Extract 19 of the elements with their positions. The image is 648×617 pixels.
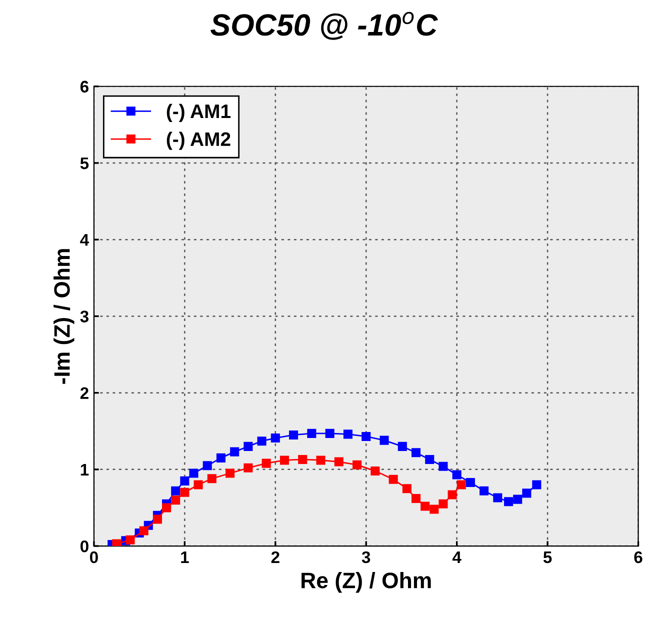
x-tick-label: 2 — [271, 551, 280, 563]
y-tick-label: 3 — [80, 310, 88, 322]
x-tick-label: 5 — [543, 552, 552, 564]
x-tick-label: 0 — [90, 551, 98, 564]
legend-label: (-) AM1 — [166, 104, 231, 122]
x-tick-label: 3 — [362, 551, 370, 564]
y-tick-label: 1 — [80, 464, 89, 476]
x-axis-title: Re (Z) / Ohm — [302, 572, 431, 593]
x-tick-label: 6 — [634, 551, 642, 564]
y-tick-label: 4 — [80, 234, 90, 246]
y-tick-label: 0 — [80, 540, 88, 552]
legend-label: (-) AM2 — [166, 132, 230, 150]
y-tick-label: 2 — [80, 387, 88, 399]
x-tick-label: 1 — [181, 552, 189, 563]
y-tick-label: 5 — [80, 158, 89, 170]
x-tick-label: 4 — [452, 552, 462, 563]
y-tick-label: 6 — [80, 80, 88, 93]
chart-title: SOC50 @ -10$^{o}$C — [210, 12, 438, 40]
y-axis-title: -Im (Z) / Ohm — [54, 249, 74, 384]
